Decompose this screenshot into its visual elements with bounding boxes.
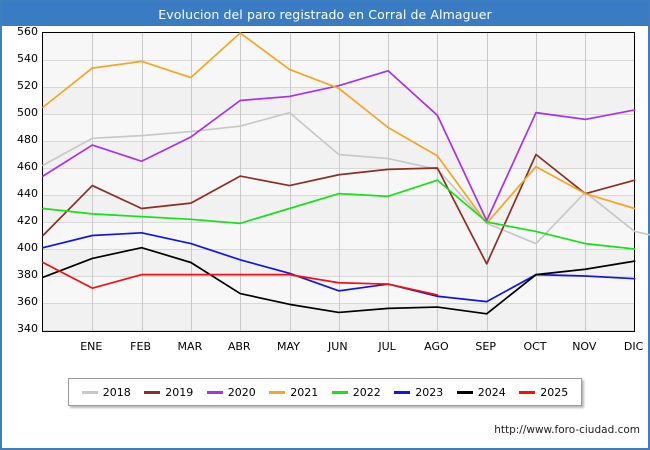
legend-item-2023[interactable]: 2023 bbox=[394, 386, 443, 399]
y-tick-label: 360 bbox=[17, 295, 38, 308]
y-tick-label: 520 bbox=[17, 79, 38, 92]
gridline-vertical bbox=[141, 33, 143, 331]
gridline-vertical bbox=[289, 33, 291, 331]
series-line-2018 bbox=[42, 111, 650, 245]
legend-swatch-icon bbox=[456, 390, 473, 394]
chart-area: 560 540 520 500 480 460 440 420 400 380 360 340 ENE… bbox=[2, 26, 650, 450]
y-tick-label: 460 bbox=[17, 160, 38, 173]
gridline-horizontal bbox=[43, 195, 634, 196]
gridline-vertical bbox=[437, 33, 439, 331]
source-url: http://www.foro-ciudad.com bbox=[494, 424, 640, 436]
legend-swatch-icon bbox=[394, 390, 411, 394]
legend-label: 2020 bbox=[227, 385, 256, 399]
gridline-horizontal bbox=[43, 249, 634, 250]
series-line-2023 bbox=[42, 231, 636, 303]
x-tick-label: ENE bbox=[80, 340, 103, 353]
legend-swatch-icon bbox=[331, 390, 348, 394]
legend-label: 2025 bbox=[540, 385, 569, 399]
legend-label: 2023 bbox=[415, 385, 444, 399]
legend-swatch-icon bbox=[81, 390, 98, 394]
x-tick-label: ABR bbox=[227, 340, 251, 353]
x-tick-label: DIC bbox=[623, 340, 644, 353]
x-tick-label: FEB bbox=[130, 340, 152, 353]
legend-item-2020[interactable]: 2020 bbox=[206, 385, 256, 399]
y-tick-label: 440 bbox=[17, 187, 38, 200]
y-axis-labels: 560 540 520 500 480 460 440 420 400 380 360 340 bbox=[2, 26, 38, 335]
x-tick-label: OCT bbox=[523, 340, 547, 353]
grid-band bbox=[43, 87, 634, 114]
legend-swatch-icon bbox=[206, 390, 223, 394]
y-tick-label: 500 bbox=[17, 106, 38, 119]
x-tick-label: JUL bbox=[378, 340, 396, 353]
window-title-bar: Evolucion del paro registrado en Corral … bbox=[2, 2, 648, 26]
series-line-2025 bbox=[42, 261, 439, 296]
gridline-horizontal bbox=[43, 330, 634, 331]
x-tick-label: SEP bbox=[475, 340, 496, 353]
gridline-horizontal bbox=[43, 141, 634, 142]
legend-item-2024[interactable]: 2024 bbox=[456, 385, 506, 399]
series-line-2019 bbox=[42, 153, 636, 265]
grid-band bbox=[43, 249, 634, 276]
gridline-vertical bbox=[388, 33, 390, 331]
chart-legend: 2018 2019 2020 2021 2022 2023 2024 2025 bbox=[68, 378, 582, 406]
gridline-vertical bbox=[190, 33, 192, 331]
gridline-vertical bbox=[585, 33, 587, 331]
page-title: Evolucion del paro registrado en Corral … bbox=[158, 6, 492, 22]
series-layer bbox=[42, 32, 650, 315]
legend-item-2025[interactable]: 2025 bbox=[519, 386, 568, 399]
legend-item-2022[interactable]: 2022 bbox=[331, 385, 381, 399]
grid-band bbox=[43, 303, 634, 330]
x-tick-label: MAR bbox=[177, 340, 203, 353]
series-line-2022 bbox=[42, 179, 636, 250]
legend-label: 2019 bbox=[165, 385, 194, 399]
legend-label: 2021 bbox=[290, 385, 319, 399]
gridline-vertical bbox=[240, 33, 242, 331]
y-tick-label: 540 bbox=[17, 52, 38, 65]
y-tick-label: 560 bbox=[17, 25, 38, 38]
legend-label: 2024 bbox=[477, 385, 506, 399]
legend-label: 2018 bbox=[102, 385, 131, 399]
legend-swatch-icon bbox=[144, 390, 161, 394]
x-tick-label: NOV bbox=[572, 340, 597, 353]
legend-label: 2022 bbox=[352, 385, 381, 399]
gridline-vertical bbox=[338, 33, 340, 331]
x-tick-label: JUN bbox=[328, 340, 348, 353]
gridline-vertical bbox=[486, 33, 488, 331]
series-line-2021 bbox=[42, 32, 636, 225]
legend-item-2018[interactable]: 2018 bbox=[81, 385, 131, 399]
x-axis-labels: ENE FEB MAR ABR MAY JUN JUL AGO SEP OCT NOV DIC bbox=[42, 336, 643, 358]
gridline-vertical bbox=[536, 33, 537, 331]
y-tick-label: 420 bbox=[17, 214, 38, 227]
y-tick-label: 380 bbox=[17, 268, 38, 281]
gridline-horizontal bbox=[43, 303, 634, 304]
y-tick-label: 400 bbox=[17, 241, 38, 254]
plot-canvas bbox=[42, 32, 650, 332]
series-line-2024 bbox=[42, 246, 636, 315]
gridline-horizontal bbox=[43, 114, 634, 115]
y-tick-label: 340 bbox=[17, 322, 38, 335]
gridline-horizontal bbox=[43, 222, 634, 223]
series-line-2020 bbox=[42, 69, 636, 222]
x-tick-label: MAY bbox=[277, 340, 300, 353]
gridline-vertical bbox=[92, 33, 94, 331]
y-tick-label: 480 bbox=[17, 133, 38, 146]
gridline-horizontal bbox=[43, 276, 634, 277]
legend-item-2019[interactable]: 2019 bbox=[144, 386, 193, 399]
gridline-horizontal bbox=[43, 168, 634, 169]
legend-swatch-icon bbox=[519, 390, 536, 394]
grid-layer bbox=[43, 33, 634, 331]
x-tick-label: AGO bbox=[424, 340, 449, 353]
legend-swatch-icon bbox=[269, 390, 286, 394]
legend-item-2021[interactable]: 2021 bbox=[269, 386, 318, 399]
gridline-horizontal bbox=[43, 60, 634, 61]
